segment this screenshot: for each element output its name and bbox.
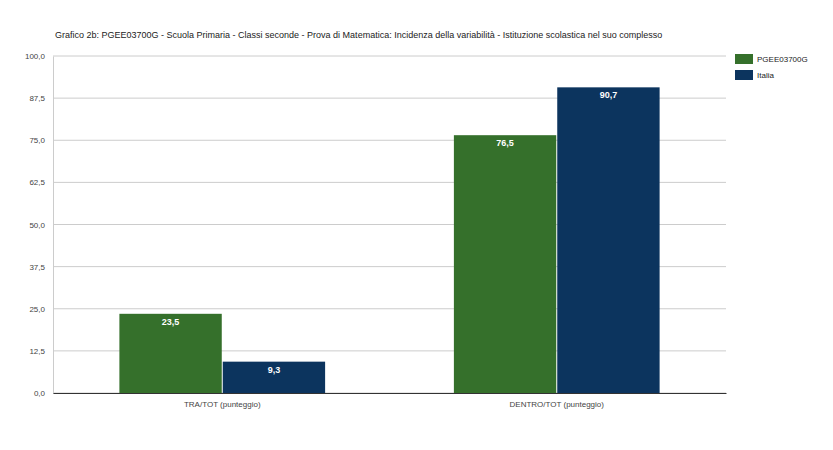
- y-axis-line: [53, 57, 54, 394]
- data-label: 23,5: [162, 317, 180, 327]
- data-label: 9,3: [268, 365, 281, 375]
- chart: Grafico 2b: PGEE03700G - Scuola Primaria…: [0, 0, 833, 450]
- y-tick: 87,5: [29, 94, 53, 103]
- legend-label: PGEE03700G: [757, 55, 808, 64]
- y-tick: 0,0: [34, 389, 53, 398]
- y-tick-label: 0,0: [34, 389, 46, 398]
- bar: [119, 314, 221, 393]
- y-tick-label: 100,0: [25, 52, 46, 61]
- x-tick-label: TRA/TOT (punteggio): [184, 400, 261, 409]
- bar: [223, 362, 325, 393]
- legend-swatch: [735, 54, 753, 64]
- y-tick: 12,5: [29, 347, 53, 356]
- y-tick: 25,0: [29, 305, 53, 314]
- y-tick-label: 25,0: [29, 305, 45, 314]
- data-label: 76,5: [496, 138, 514, 148]
- y-tick-label: 50,0: [29, 221, 45, 230]
- y-tick: 50,0: [29, 221, 53, 230]
- y-tick: 100,0: [25, 52, 53, 61]
- y-axis: 0,0 12,5 25,0 37,5 50,0 62,5 75,0 87,5 100,0: [25, 52, 54, 398]
- x-axis-line: [54, 393, 727, 394]
- bar: [557, 87, 659, 393]
- legend: PGEE03700G Italia: [735, 54, 808, 80]
- grid: [53, 56, 726, 393]
- bars: [119, 87, 659, 393]
- y-tick-label: 12,5: [29, 347, 45, 356]
- y-tick: 75,0: [29, 136, 53, 145]
- y-tick: 37,5: [29, 263, 53, 272]
- y-tick-label: 75,0: [29, 136, 45, 145]
- title: Grafico 2b: PGEE03700G - Scuola Primaria…: [55, 30, 662, 40]
- y-tick-label: 87,5: [29, 94, 45, 103]
- x-tick: TRA/TOT (punteggio): [184, 393, 261, 409]
- legend-swatch: [735, 70, 753, 80]
- data-labels: 23,5 76,5 9,3 90,7: [162, 90, 617, 374]
- x-tick: DENTRO/TOT (punteggio): [510, 393, 605, 409]
- x-tick-label: DENTRO/TOT (punteggio): [510, 400, 605, 409]
- bar: [454, 135, 556, 393]
- y-tick-label: 62,5: [29, 178, 45, 187]
- y-tick-label: 37,5: [29, 263, 45, 272]
- x-axis: TRA/TOT (punteggio) DENTRO/TOT (punteggio…: [54, 393, 727, 409]
- legend-label: Italia: [757, 71, 774, 80]
- data-label: 90,7: [600, 90, 618, 100]
- y-tick: 62,5: [29, 178, 53, 187]
- grid-line: [53, 56, 726, 57]
